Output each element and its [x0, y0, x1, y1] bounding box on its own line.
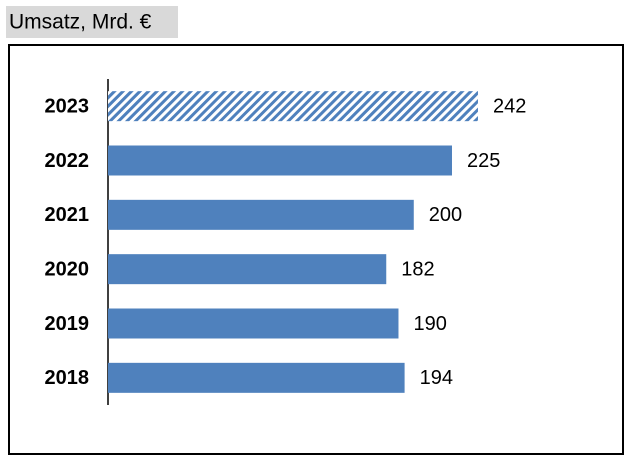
- category-label: 2018: [45, 367, 90, 389]
- value-label: 190: [413, 313, 446, 335]
- category-label: 2019: [45, 313, 90, 335]
- bar: [108, 362, 405, 393]
- chart-frame: [8, 44, 624, 455]
- category-label: 2022: [45, 150, 90, 172]
- value-label: 225: [467, 150, 500, 172]
- title-background: [6, 6, 178, 38]
- category-label: 2021: [45, 204, 90, 226]
- category-label: 2023: [45, 95, 90, 117]
- value-label: 194: [420, 367, 453, 389]
- bar: [108, 308, 399, 339]
- bar: [108, 199, 414, 230]
- value-label: 182: [401, 258, 434, 280]
- value-label: 242: [493, 95, 526, 117]
- category-label: 2020: [45, 258, 90, 280]
- bar: [108, 145, 452, 176]
- bar: [108, 91, 478, 122]
- value-label: 200: [429, 204, 462, 226]
- chart-title: Umsatz, Mrd. €: [9, 11, 152, 34]
- bar: [108, 254, 387, 285]
